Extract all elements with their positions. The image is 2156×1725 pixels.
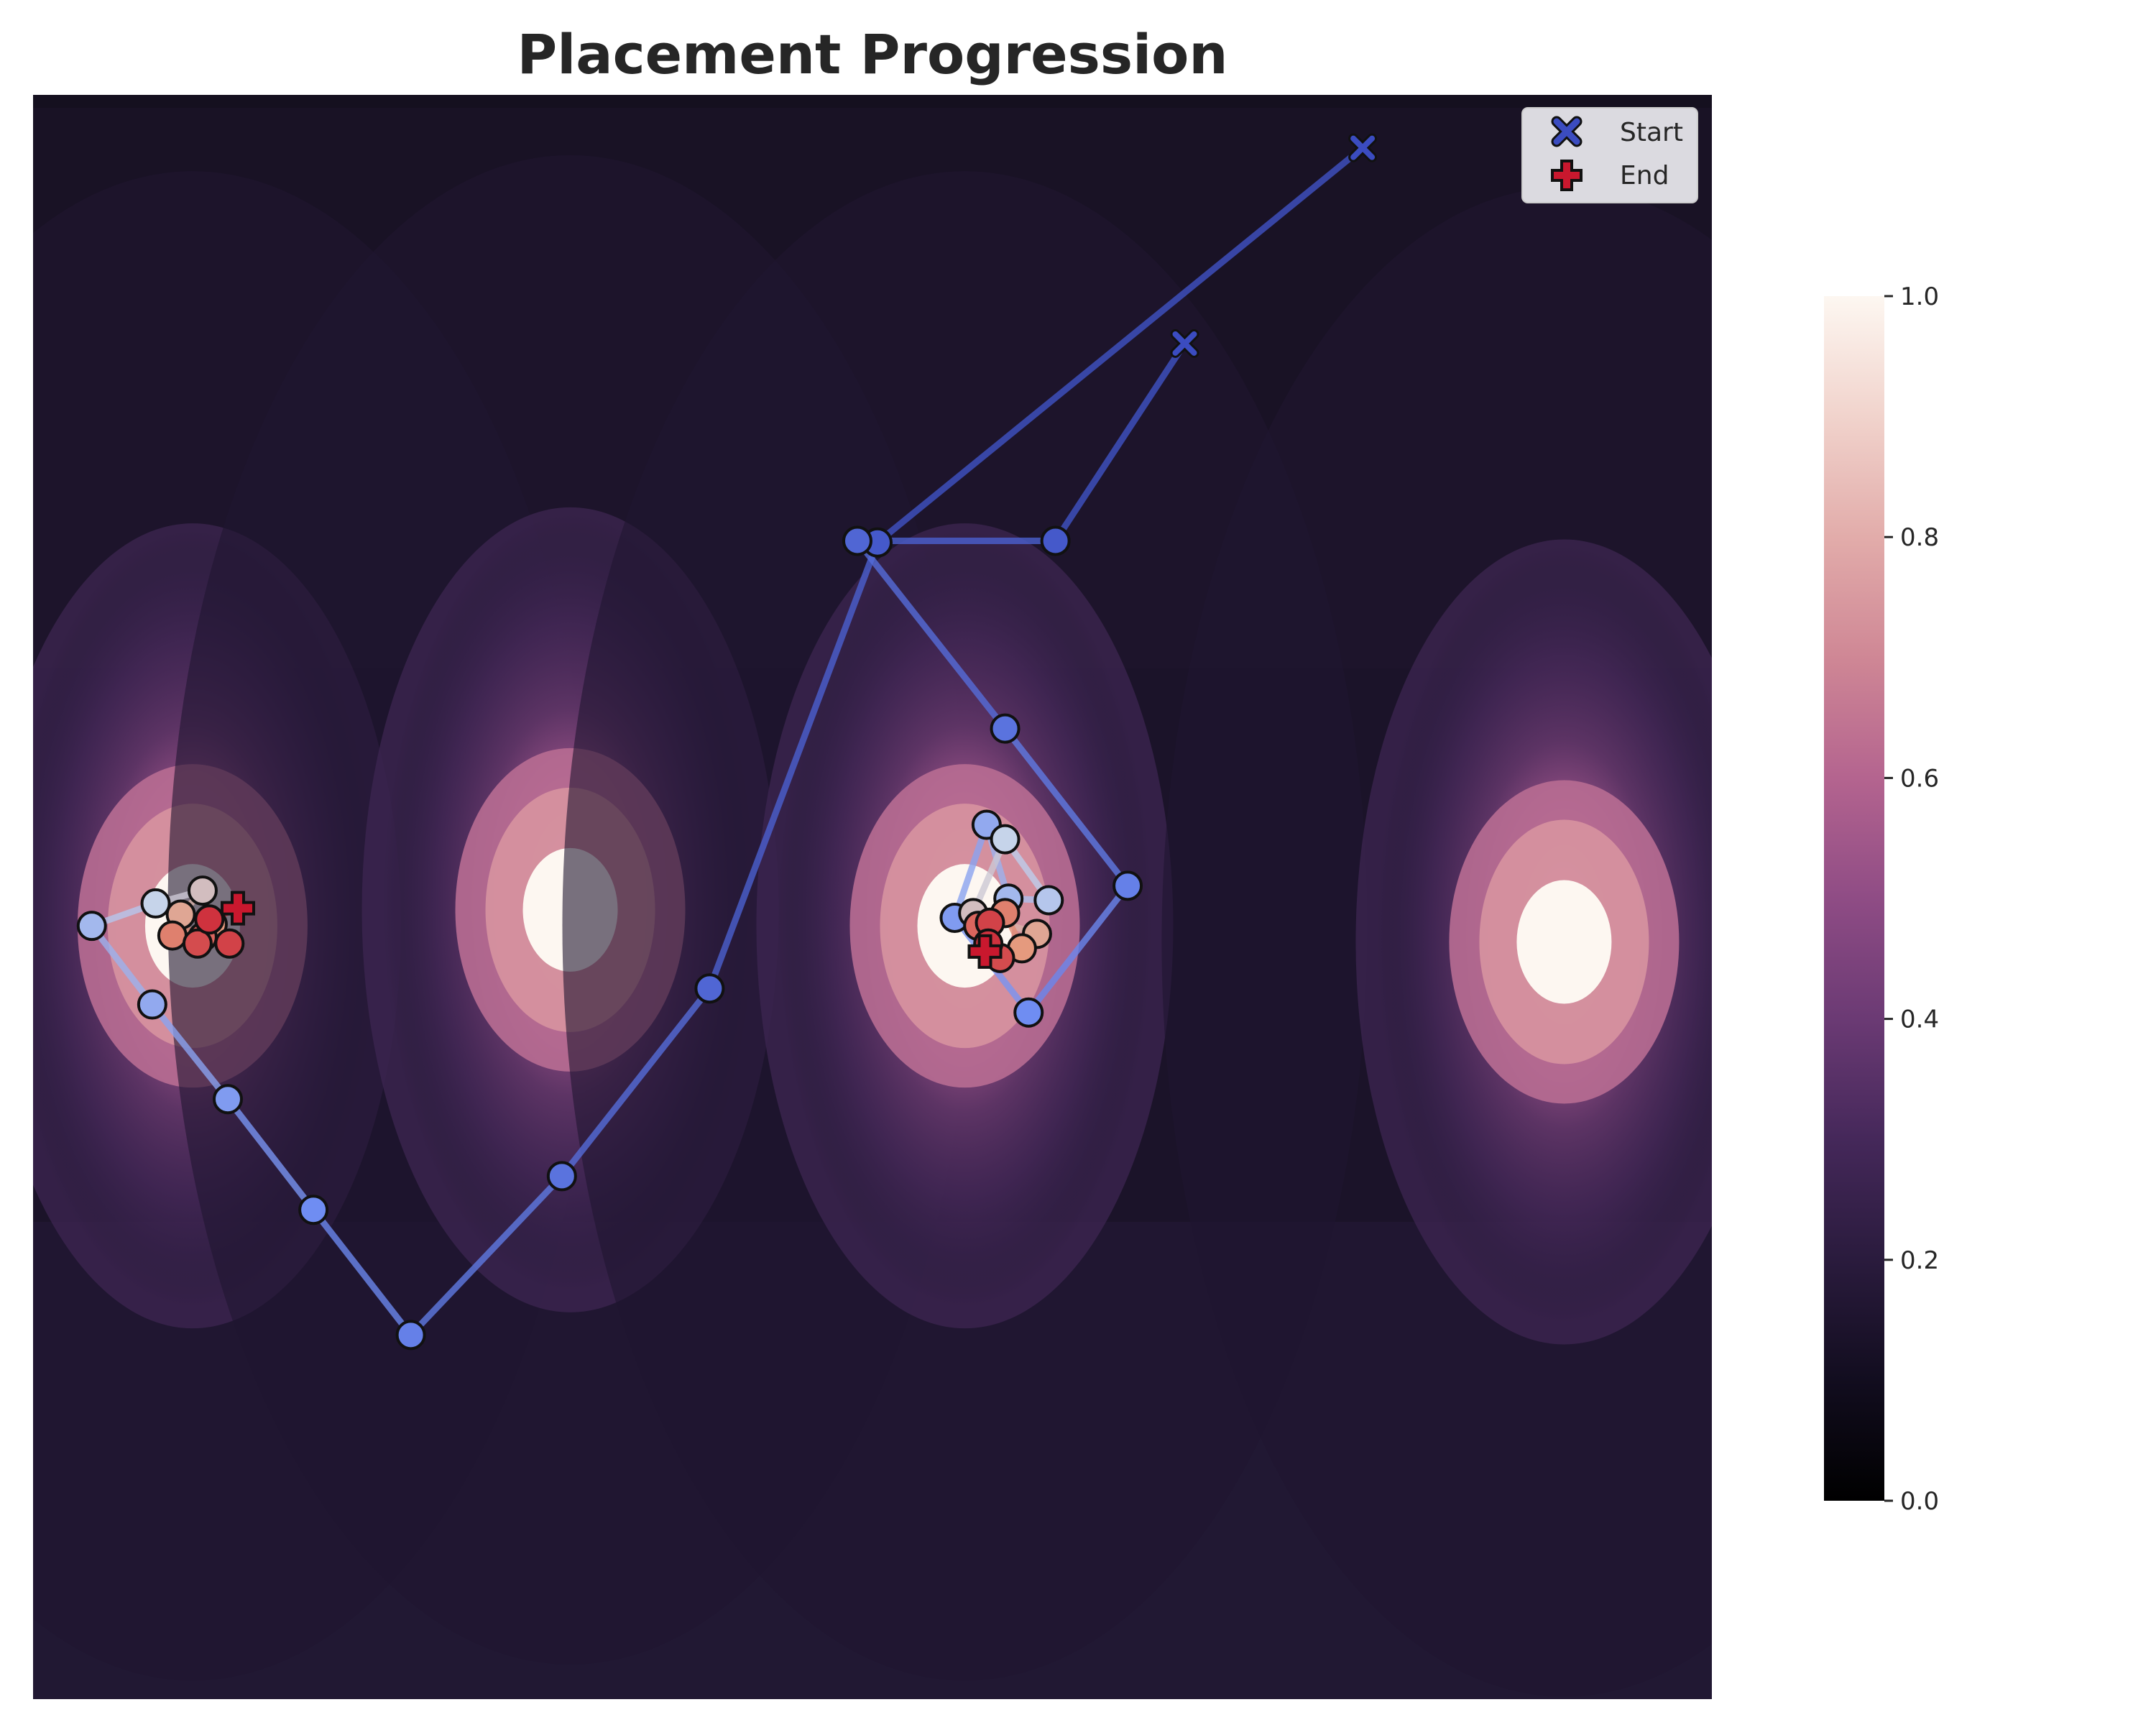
trajectory-0-segment-3 xyxy=(407,1172,566,1338)
legend-entry-end: End xyxy=(1551,160,1669,191)
trajectory-0-segment-7 xyxy=(88,922,156,1008)
trajectory-0-point-17 xyxy=(194,904,225,935)
trajectory-0-point-4 xyxy=(395,1320,426,1351)
trajectory-0-point-15 xyxy=(182,928,213,959)
trajectory-0-point-2 xyxy=(694,973,725,1004)
legend-label-start: Start xyxy=(1620,118,1683,147)
trajectory-1-point-3 xyxy=(990,713,1021,744)
trajectory-0-segment-5 xyxy=(224,1095,317,1213)
trajectory-0-segment-6 xyxy=(149,1001,231,1103)
trajectory-1-start-marker xyxy=(1170,328,1199,358)
trajectory-0-start-marker xyxy=(1348,133,1378,162)
trajectory-1-segment-6 xyxy=(951,822,990,921)
trajectory-1-segment-4 xyxy=(1025,882,1131,1016)
legend-entry-start: Start xyxy=(1551,116,1683,147)
legend-marker-start-icon xyxy=(1551,116,1583,147)
legend-label-end: End xyxy=(1620,161,1669,190)
trajectory-1-point-2 xyxy=(842,525,872,556)
heatmap-peak-3 xyxy=(1161,187,1712,1697)
trajectory-0-segment-2 xyxy=(558,985,713,1179)
trajectory-1-end-marker xyxy=(967,934,1003,969)
trajectory-0-point-5 xyxy=(298,1195,329,1225)
trajectory-0-segment-0 xyxy=(874,144,1366,546)
trajectory-0-point-6 xyxy=(212,1084,243,1115)
trajectory-1-segment-3 xyxy=(1002,725,1131,889)
trajectory-0-point-9 xyxy=(140,888,171,919)
colorbar-tick-label-2: 0.4 xyxy=(1900,1006,1939,1034)
colorbar-tick-label-1: 0.2 xyxy=(1900,1246,1939,1275)
colorbar-tick-label-0: 0.0 xyxy=(1900,1487,1939,1516)
trajectory-0-point-10 xyxy=(187,875,218,906)
trajectory-0-segment-1 xyxy=(706,539,881,992)
colorbar: 0.0 0.2 0.4 0.6 0.8 1.0 xyxy=(1824,282,1939,1516)
trajectory-1-segment-0 xyxy=(1052,340,1188,544)
colorbar-tick-label-3: 0.6 xyxy=(1900,764,1939,793)
trajectory-0-end-marker xyxy=(220,891,255,926)
trajectory-0-point-13 xyxy=(157,920,188,951)
trajectory-0-point-16 xyxy=(214,928,245,959)
trajectory-0-segment-4 xyxy=(310,1206,415,1338)
legend: Start End xyxy=(1521,107,1698,203)
legend-marker-end-icon xyxy=(1551,160,1583,191)
trajectory-1-point-10 xyxy=(990,824,1021,855)
colorbar-tick-label-5: 1.0 xyxy=(1900,282,1939,311)
trajectory-0-point-8 xyxy=(76,911,107,942)
trajectory-1-point-9 xyxy=(1033,885,1064,916)
colorbar-tick-label-4: 0.8 xyxy=(1900,523,1939,552)
trajectory-1-point-4 xyxy=(1112,870,1143,901)
trajectory-1-segment-2 xyxy=(854,537,1009,732)
colorbar-gradient xyxy=(1824,296,1884,1501)
trajectory-1-point-1 xyxy=(1040,525,1071,556)
chart-title: Placement Progression xyxy=(517,22,1228,86)
trajectory-0-point-7 xyxy=(137,989,167,1020)
trajectory-1-point-5 xyxy=(1013,997,1044,1028)
trajectory-0-point-3 xyxy=(546,1161,577,1192)
